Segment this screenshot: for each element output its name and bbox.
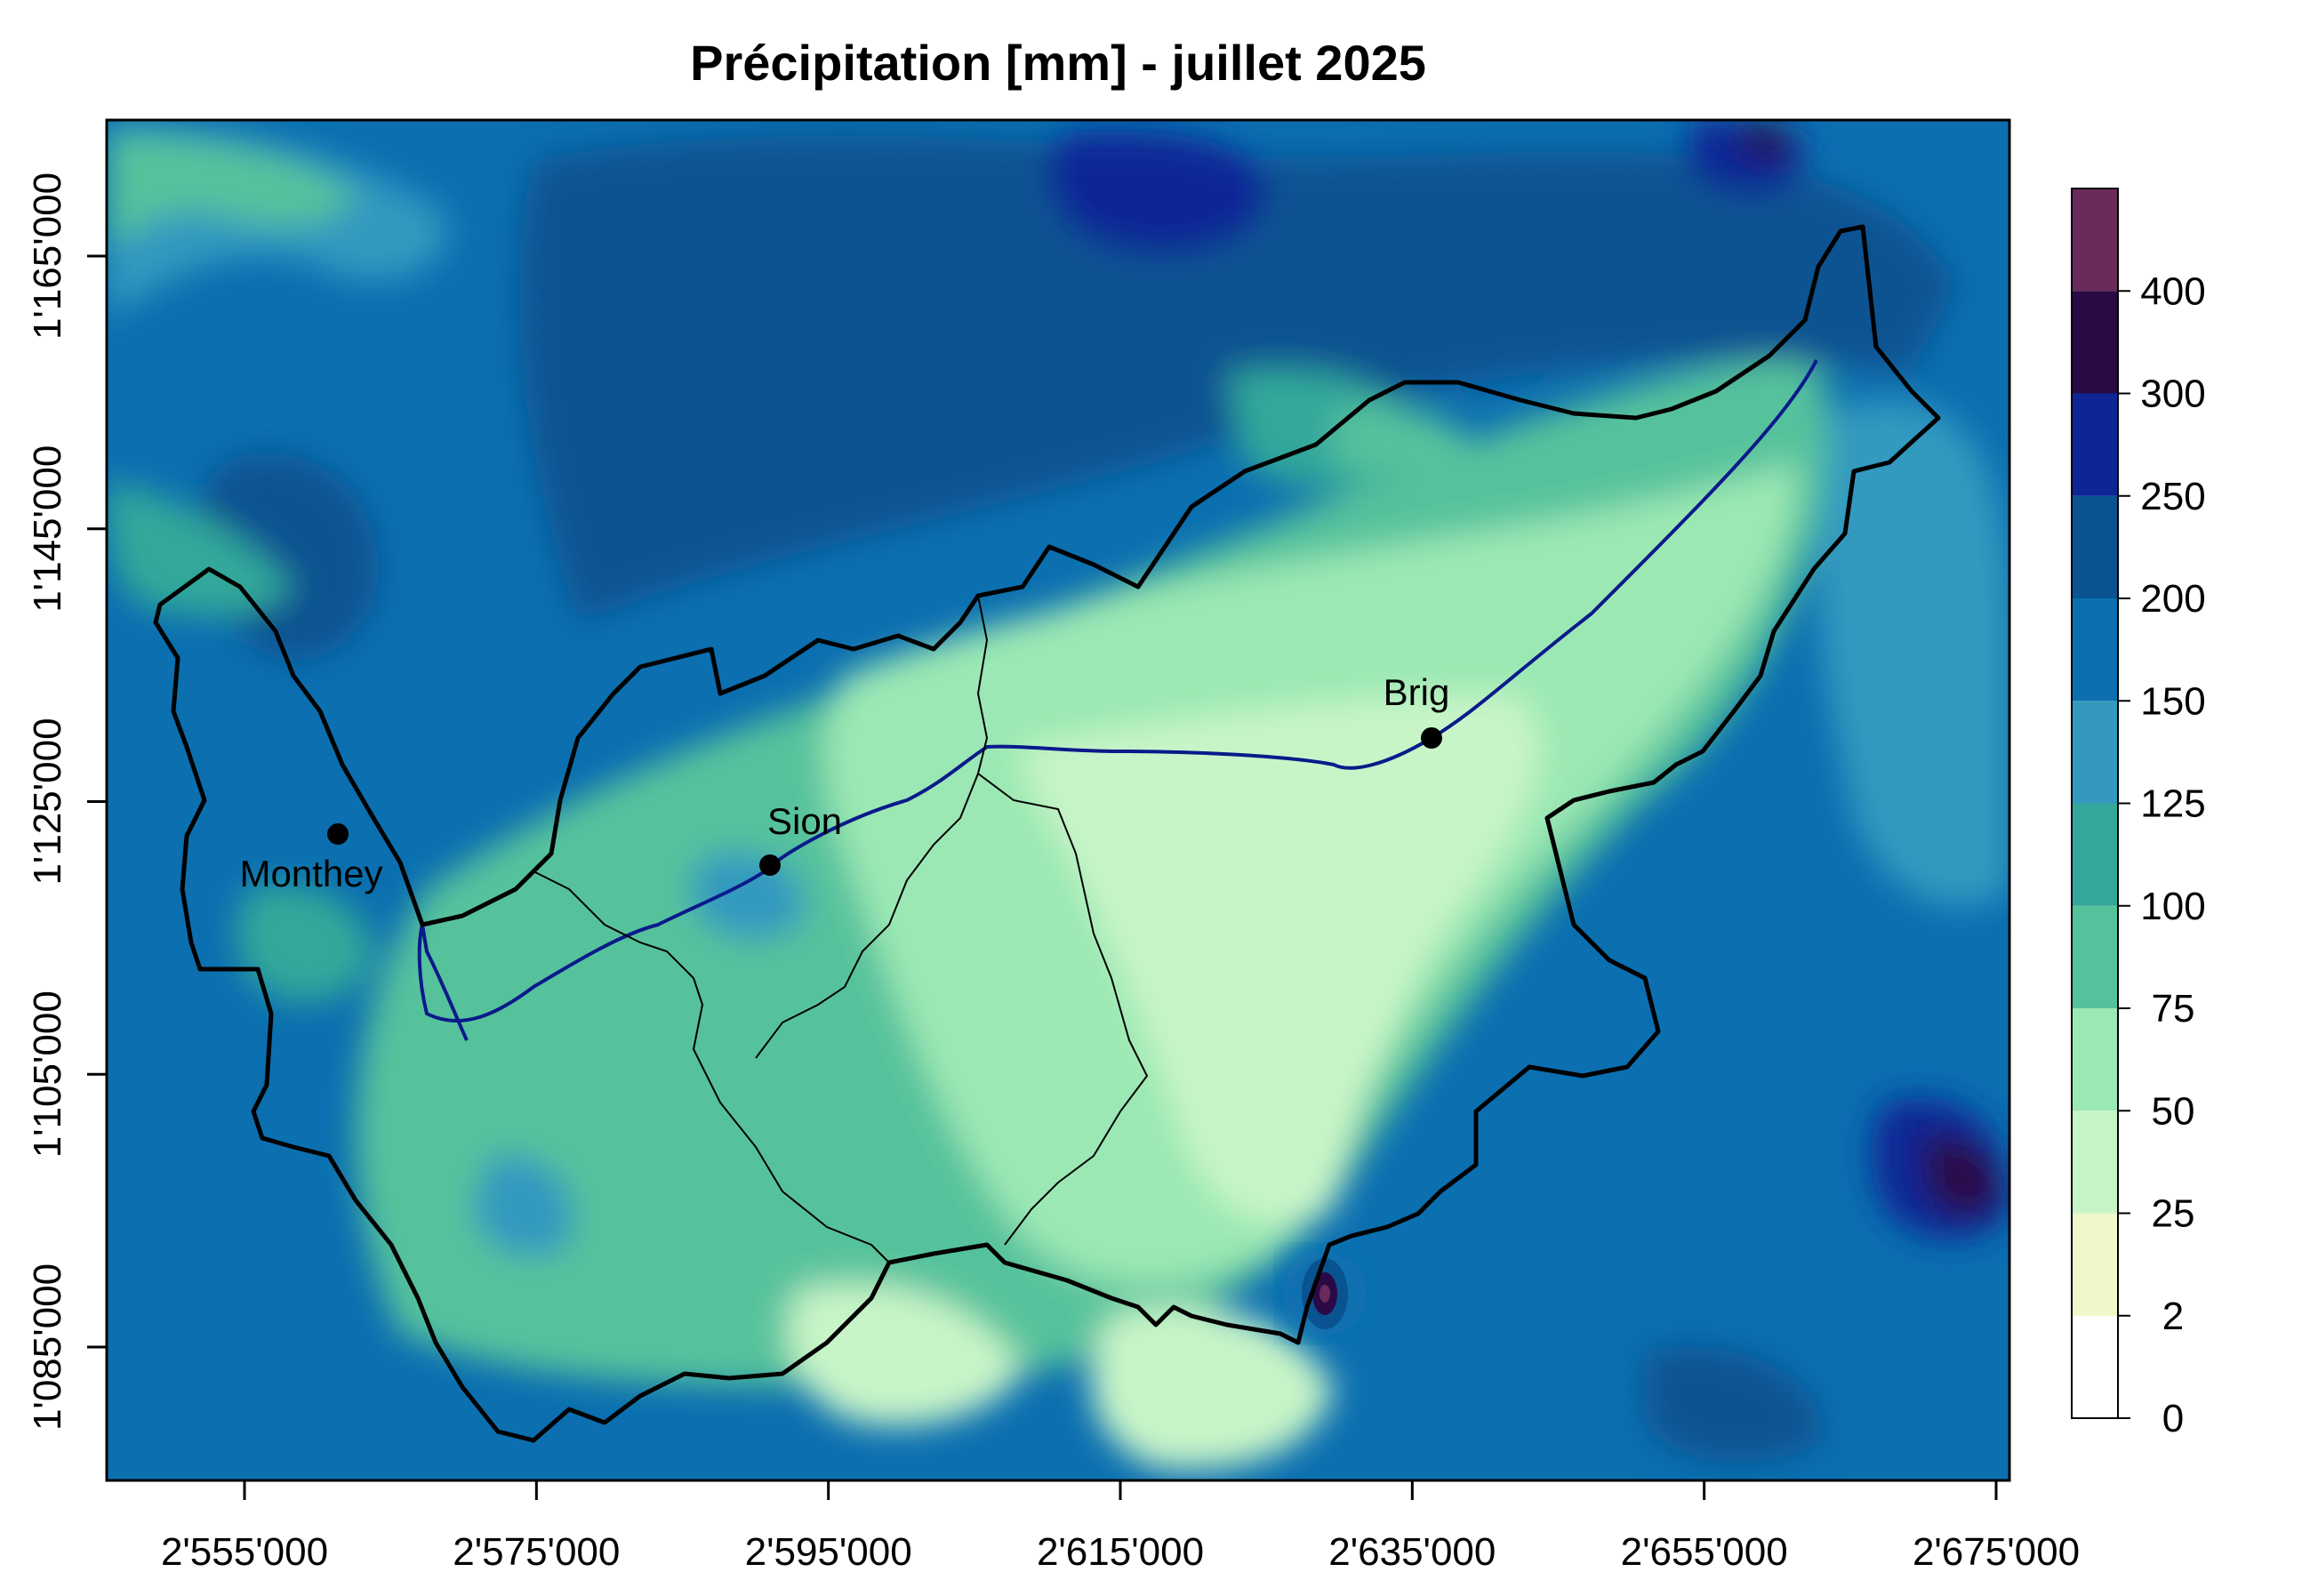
legend-bin — [2072, 1213, 2118, 1316]
legend-label: 75 — [2152, 987, 2195, 1031]
legend-label: 300 — [2140, 373, 2205, 416]
y-tick-label: 1'145'000 — [26, 445, 69, 613]
legend-label: 50 — [2152, 1089, 2195, 1133]
legend-label: 100 — [2140, 885, 2205, 928]
legend-label: 150 — [2140, 679, 2205, 723]
legend-label: 250 — [2140, 475, 2205, 518]
y-tick-label: 1'165'000 — [26, 172, 69, 340]
canton-border — [153, 224, 1941, 1443]
x-tick-label: 2'595'000 — [745, 1530, 912, 1574]
legend-bin — [2072, 1315, 2118, 1418]
district-border — [976, 595, 1149, 1246]
precipitation-raster — [107, 120, 2009, 1480]
legend-bin — [2072, 495, 2118, 598]
legend-bin — [2072, 803, 2118, 906]
city-label: Sion — [767, 800, 842, 842]
color-legend: 0 2 25 50 75 100 125 150 200 250 300 400 — [2071, 188, 2206, 1440]
legend-bin — [2072, 905, 2118, 1008]
city-label: Monthey — [239, 853, 382, 894]
x-tick-label: 2'635'000 — [1328, 1530, 1496, 1574]
x-tick-label: 2'675'000 — [1913, 1530, 2080, 1574]
legend-bin — [2072, 188, 2118, 292]
legend-label: 25 — [2152, 1192, 2195, 1236]
city-marker — [759, 854, 781, 876]
legend-label: 0 — [2162, 1397, 2184, 1440]
y-tick-label: 1'105'000 — [26, 990, 69, 1158]
city-label: Brig — [1384, 671, 1450, 713]
legend-bin — [2072, 1008, 2118, 1111]
legend-bin — [2072, 1111, 2118, 1214]
legend-label: 200 — [2140, 577, 2205, 621]
x-tick-label: 2'615'000 — [1037, 1530, 1204, 1574]
x-axis: 2'555'000 2'575'000 2'595'000 2'615'000 2'63… — [161, 1480, 2080, 1574]
city-brig: Brig — [1384, 671, 1450, 749]
legend-bin — [2072, 598, 2118, 702]
legend-label: 125 — [2140, 782, 2205, 826]
legend-bin — [2072, 291, 2118, 394]
legend-label: 2 — [2162, 1295, 2184, 1338]
city-monthey: Monthey — [239, 823, 383, 894]
x-tick-label: 2'555'000 — [161, 1530, 328, 1574]
map-title: Précipitation [mm] - juillet 2025 — [690, 35, 1426, 91]
district-border — [755, 773, 979, 1059]
y-axis: 1'085'000 1'105'000 1'125'000 1'145'000 1'16… — [26, 172, 107, 1431]
city-sion: Sion — [759, 800, 842, 876]
rhone-river — [417, 359, 1818, 1041]
x-tick-label: 2'655'000 — [1621, 1530, 1788, 1574]
y-tick-label: 1'125'000 — [26, 718, 69, 885]
legend-bin — [2072, 701, 2118, 804]
district-border — [533, 870, 890, 1263]
x-tick-label: 2'575'000 — [453, 1530, 620, 1574]
city-marker — [327, 823, 349, 845]
city-marker — [1421, 727, 1442, 749]
legend-label: 400 — [2140, 269, 2205, 313]
y-tick-label: 1'085'000 — [26, 1263, 69, 1431]
legend-bin — [2072, 393, 2118, 496]
